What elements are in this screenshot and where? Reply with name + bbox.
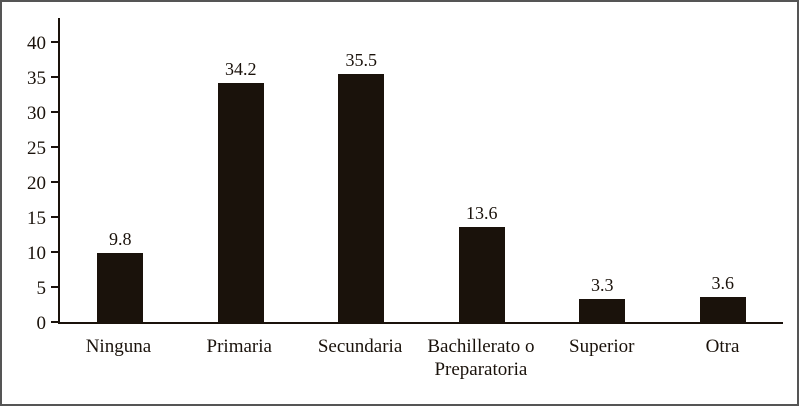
y-axis-tick xyxy=(51,111,60,113)
y-axis-tick xyxy=(51,251,60,253)
bar-value-label: 3.3 xyxy=(591,274,614,295)
y-axis-tick xyxy=(51,146,60,148)
y-axis-tick-label: 15 xyxy=(27,208,46,229)
x-axis-category-label: Superior xyxy=(569,336,635,357)
x-axis-category-label: Bachillerato o Preparatoria xyxy=(427,336,535,380)
bar-value-label: 9.8 xyxy=(109,229,132,250)
bar-value-label: 34.2 xyxy=(225,58,257,79)
bar xyxy=(458,226,505,322)
y-axis-tick xyxy=(51,181,60,183)
bar xyxy=(217,82,264,322)
x-axis-category-label: Ninguna xyxy=(85,336,152,357)
bar-column: 3.3 xyxy=(542,18,663,322)
bars-container: 9.8 34.2 35.5 13.6 3.3 3.6 xyxy=(60,18,783,322)
x-axis-category-label: Primaria xyxy=(206,336,272,357)
bar xyxy=(97,253,144,322)
y-axis-tick xyxy=(51,41,60,43)
y-axis-tick-label: 25 xyxy=(27,138,46,159)
y-axis-tick-label: 5 xyxy=(36,278,47,299)
y-axis-tick-label: 10 xyxy=(27,243,46,264)
y-axis-tick xyxy=(51,76,60,78)
plot-area: 9.8 34.2 35.5 13.6 3.3 3.6 xyxy=(51,18,783,324)
y-axis-tick-label: 40 xyxy=(27,33,46,54)
y-axis: 0 5 10 15 20 25 30 35 40 xyxy=(2,18,58,334)
bar xyxy=(579,298,626,322)
y-axis-tick-label: 20 xyxy=(27,173,46,194)
bar-value-label: 13.6 xyxy=(466,202,498,223)
y-axis-tick-label: 0 xyxy=(36,313,47,334)
bar-value-label: 35.5 xyxy=(345,49,378,70)
x-axis-labels: Ninguna Primaria Secundaria Bachillerato o … xyxy=(58,328,783,398)
x-axis-category-label: Secundaria xyxy=(317,336,403,357)
y-axis-tick-label: 30 xyxy=(27,103,46,124)
y-axis-tick xyxy=(51,321,60,323)
y-axis-tick xyxy=(51,286,60,288)
bar xyxy=(338,73,385,322)
y-axis-tick-label: 35 xyxy=(27,68,46,89)
bar-column: 3.6 xyxy=(663,18,784,322)
bar-value-label: 3.6 xyxy=(711,272,735,293)
bar-column: 13.6 xyxy=(422,18,543,322)
bar xyxy=(699,296,746,322)
bar-column: 9.8 xyxy=(60,18,181,322)
bar-column: 35.5 xyxy=(301,18,422,322)
y-axis-tick xyxy=(51,216,60,218)
bar-column: 34.2 xyxy=(181,18,302,322)
x-axis-category-label: Otra xyxy=(705,336,740,357)
